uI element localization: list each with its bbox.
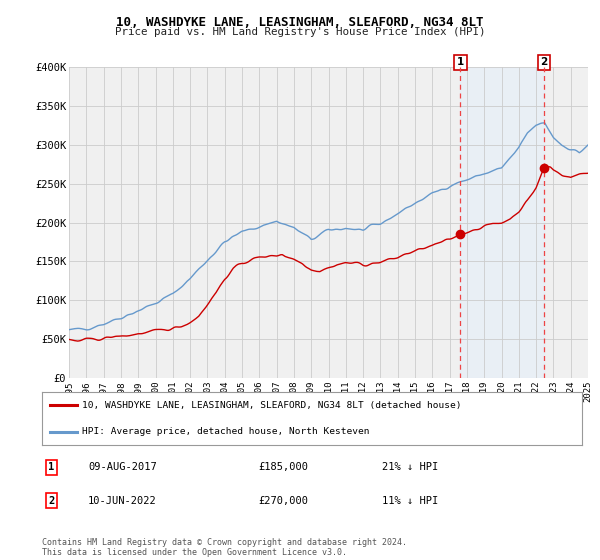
Text: 1: 1 <box>49 463 55 473</box>
Text: 2: 2 <box>540 57 548 67</box>
Text: Contains HM Land Registry data © Crown copyright and database right 2024.
This d: Contains HM Land Registry data © Crown c… <box>42 538 407 557</box>
Text: HPI: Average price, detached house, North Kesteven: HPI: Average price, detached house, Nort… <box>83 427 370 436</box>
Text: £185,000: £185,000 <box>258 463 308 473</box>
Text: £270,000: £270,000 <box>258 496 308 506</box>
Bar <box>460 67 544 378</box>
Text: 10, WASHDYKE LANE, LEASINGHAM, SLEAFORD, NG34 8LT: 10, WASHDYKE LANE, LEASINGHAM, SLEAFORD,… <box>116 16 484 29</box>
Text: Price paid vs. HM Land Registry's House Price Index (HPI): Price paid vs. HM Land Registry's House … <box>115 27 485 37</box>
Text: 2: 2 <box>49 496 55 506</box>
Text: 10, WASHDYKE LANE, LEASINGHAM, SLEAFORD, NG34 8LT (detached house): 10, WASHDYKE LANE, LEASINGHAM, SLEAFORD,… <box>83 401 462 410</box>
Text: 09-AUG-2017: 09-AUG-2017 <box>88 463 157 473</box>
Text: 10-JUN-2022: 10-JUN-2022 <box>88 496 157 506</box>
Text: 1: 1 <box>457 57 464 67</box>
Text: 21% ↓ HPI: 21% ↓ HPI <box>382 463 439 473</box>
Text: 11% ↓ HPI: 11% ↓ HPI <box>382 496 439 506</box>
